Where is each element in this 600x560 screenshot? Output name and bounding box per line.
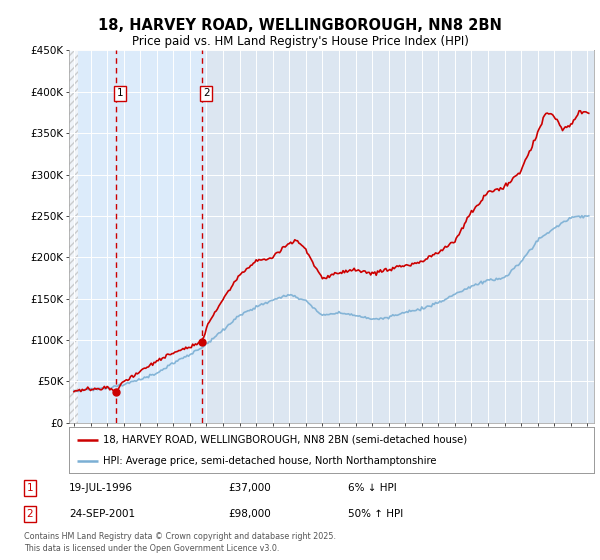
Text: 2: 2	[203, 88, 209, 98]
Text: Price paid vs. HM Land Registry's House Price Index (HPI): Price paid vs. HM Land Registry's House …	[131, 35, 469, 49]
Text: 1: 1	[117, 88, 124, 98]
Text: £98,000: £98,000	[228, 509, 271, 519]
Text: 18, HARVEY ROAD, WELLINGBOROUGH, NN8 2BN (semi-detached house): 18, HARVEY ROAD, WELLINGBOROUGH, NN8 2BN…	[103, 435, 467, 445]
Text: 19-JUL-1996: 19-JUL-1996	[69, 483, 133, 493]
Text: 18, HARVEY ROAD, WELLINGBOROUGH, NN8 2BN: 18, HARVEY ROAD, WELLINGBOROUGH, NN8 2BN	[98, 18, 502, 32]
Text: 2: 2	[26, 509, 34, 519]
Text: Contains HM Land Registry data © Crown copyright and database right 2025.
This d: Contains HM Land Registry data © Crown c…	[24, 533, 336, 553]
Text: 6% ↓ HPI: 6% ↓ HPI	[348, 483, 397, 493]
Bar	[78, 50, 206, 423]
Text: 1: 1	[26, 483, 34, 493]
Text: £37,000: £37,000	[228, 483, 271, 493]
Text: 50% ↑ HPI: 50% ↑ HPI	[348, 509, 403, 519]
Text: HPI: Average price, semi-detached house, North Northamptonshire: HPI: Average price, semi-detached house,…	[103, 456, 437, 466]
Text: 24-SEP-2001: 24-SEP-2001	[69, 509, 135, 519]
Bar	[69, 50, 78, 423]
